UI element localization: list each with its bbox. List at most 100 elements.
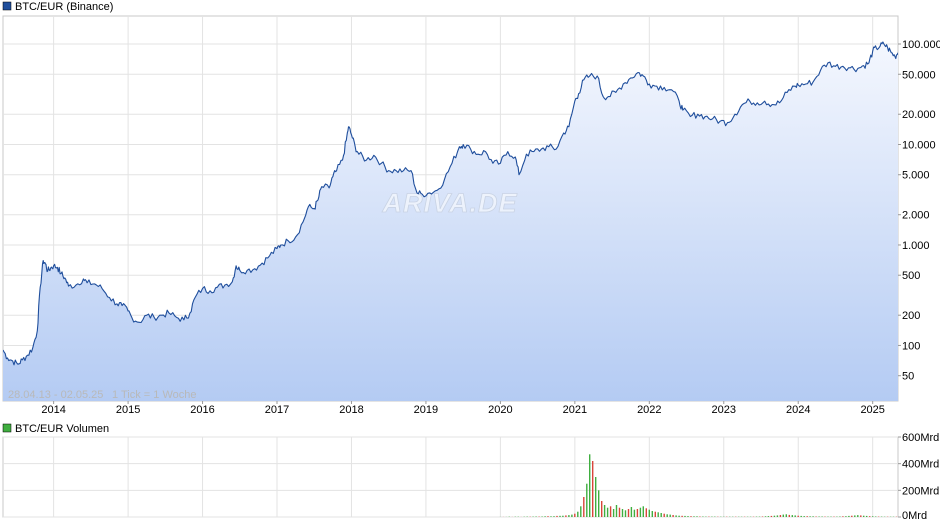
volume-bar (758, 516, 761, 517)
volume-bar (565, 515, 567, 517)
volume-bar (562, 515, 564, 517)
volume-bar (872, 516, 874, 517)
price-y-tick-label: 100 (902, 340, 920, 352)
price-y-tick-label: 100.000 (902, 39, 940, 51)
volume-bar (797, 515, 799, 517)
price-x-tick-label: 2018 (339, 404, 363, 416)
volume-bar (681, 515, 683, 517)
price-y-tick-label: 50 (902, 371, 914, 383)
volume-bar (743, 516, 746, 517)
volume-bar (529, 516, 531, 517)
volume-bar (598, 490, 600, 517)
volume-bar (735, 516, 737, 517)
volume-bar (589, 454, 591, 517)
volume-bar (845, 516, 847, 517)
volume-bar (601, 501, 603, 517)
price-legend-swatch (2, 1, 12, 11)
price-y-axis: 50 100 200 500 1.000 2.000 5.000 10.000 20.000 50… (898, 39, 940, 383)
volume-bar (886, 516, 889, 517)
volume-bar (895, 516, 898, 517)
volume-bar (839, 516, 841, 517)
volume-bar (574, 513, 576, 517)
volume-bar (514, 516, 516, 517)
volume-bar (580, 506, 582, 517)
volume-bar (577, 511, 579, 517)
volume-bar (648, 509, 650, 517)
volume-bar (875, 516, 877, 517)
volume-bar (773, 515, 776, 517)
volume-bar (851, 515, 853, 517)
volume-bar (803, 516, 805, 517)
volume-bar (932, 517, 933, 518)
volume-bar (732, 516, 734, 517)
volume-bar (550, 516, 552, 517)
volume-bar (767, 516, 770, 517)
volume-y-tick-label: 400Mrd (902, 459, 939, 471)
volume-bar (603, 505, 606, 517)
volume-bar (687, 516, 689, 517)
volume-bar (595, 477, 597, 517)
volume-bar (693, 516, 695, 517)
volume-bar (678, 515, 680, 517)
volume-y-tick-label: 0Mrd (902, 510, 927, 522)
volume-bar (827, 516, 829, 517)
price-area-fill (3, 42, 898, 401)
price-y-tick-label: 20.000 (902, 109, 936, 121)
volume-bar (618, 507, 621, 517)
volume-bar (505, 516, 507, 517)
price-x-tick-label: 2014 (41, 404, 65, 416)
price-line (3, 41, 898, 366)
price-y-tick-label: 50.000 (902, 69, 936, 81)
volume-bar (535, 516, 537, 517)
volume-bar (690, 516, 692, 517)
volume-bar (746, 516, 749, 517)
volume-legend-swatch (2, 423, 12, 433)
price-x-tick-label: 2022 (637, 404, 661, 416)
volume-bar (806, 516, 808, 517)
volume-bar (857, 515, 859, 517)
volume-bar (749, 516, 752, 517)
volume-bar (833, 516, 835, 517)
volume-bar (621, 509, 624, 517)
volume-bar (702, 516, 704, 517)
volume-bar (809, 516, 811, 517)
volume-bar (544, 516, 546, 517)
volume-bar (869, 516, 871, 517)
volume-bar (583, 497, 585, 517)
volume-bar (892, 516, 895, 517)
volume-bar (815, 516, 817, 517)
price-x-tick-label: 2025 (860, 404, 884, 416)
volume-bar (755, 516, 758, 517)
price-x-tick-label: 2023 (712, 404, 736, 416)
date-range-label: 28.04.13 - 02.05.25 (8, 389, 103, 401)
volume-bar (547, 516, 549, 517)
volume-bar (696, 516, 698, 517)
volume-bar (526, 516, 528, 517)
volume-legend-label: BTC/EUR Volumen (15, 423, 109, 435)
volume-bar (639, 507, 642, 517)
volume-bar (720, 516, 722, 517)
volume-bar (642, 506, 644, 517)
volume-bar (711, 516, 713, 517)
volume-y-tick-label: 600Mrd (902, 432, 939, 444)
volume-y-axis: 0Mrd 200Mrd 400Mrd 600Mrd (898, 432, 939, 522)
volume-legend: BTC/EUR Volumen (2, 423, 109, 435)
volume-bar (502, 516, 505, 517)
volume-bar (556, 515, 558, 517)
volume-bar (609, 506, 612, 517)
volume-bars (499, 454, 933, 518)
volume-bar (499, 516, 502, 517)
volume-bar (854, 515, 856, 517)
volume-bar (633, 509, 636, 517)
volume-bar (821, 516, 823, 517)
volume-bar (615, 505, 618, 517)
volume-bar (538, 516, 540, 517)
volume-bar (929, 517, 930, 518)
volume-bar (654, 511, 656, 517)
price-x-tick-label: 2017 (265, 404, 289, 416)
volume-bar (880, 516, 883, 517)
volume-bar (752, 516, 755, 517)
volume-bar (651, 511, 653, 517)
price-y-tick-label: 5.000 (902, 170, 930, 182)
